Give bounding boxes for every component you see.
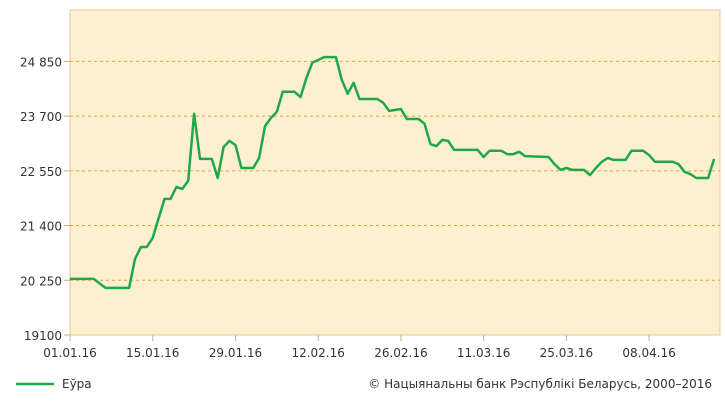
x-tick-label: 25.03.16 xyxy=(540,346,593,360)
copyright: © Нацыянальны банк Рэспублікі Беларусь, … xyxy=(368,377,712,391)
y-tick-label: 23 700 xyxy=(20,110,62,124)
x-tick-label: 15.01.16 xyxy=(126,346,179,360)
x-tick-label: 08.04.16 xyxy=(622,346,675,360)
x-tick-label: 01.01.16 xyxy=(43,346,96,360)
y-tick-label: 20 250 xyxy=(20,274,62,288)
y-tick-label: 24 850 xyxy=(20,55,62,69)
x-tick-label: 11.03.16 xyxy=(457,346,510,360)
plot-area xyxy=(69,9,721,336)
y-tick-label: 21 400 xyxy=(20,220,62,234)
y-tick-label: 22 550 xyxy=(20,165,62,179)
legend-label: Еўра xyxy=(62,377,92,391)
x-tick-label: 12.02.16 xyxy=(291,346,344,360)
data-line xyxy=(70,55,716,290)
x-tick-label: 29.01.16 xyxy=(209,346,262,360)
y-tick-label: 19100 xyxy=(24,329,62,343)
x-tick-label: 26.02.16 xyxy=(374,346,427,360)
